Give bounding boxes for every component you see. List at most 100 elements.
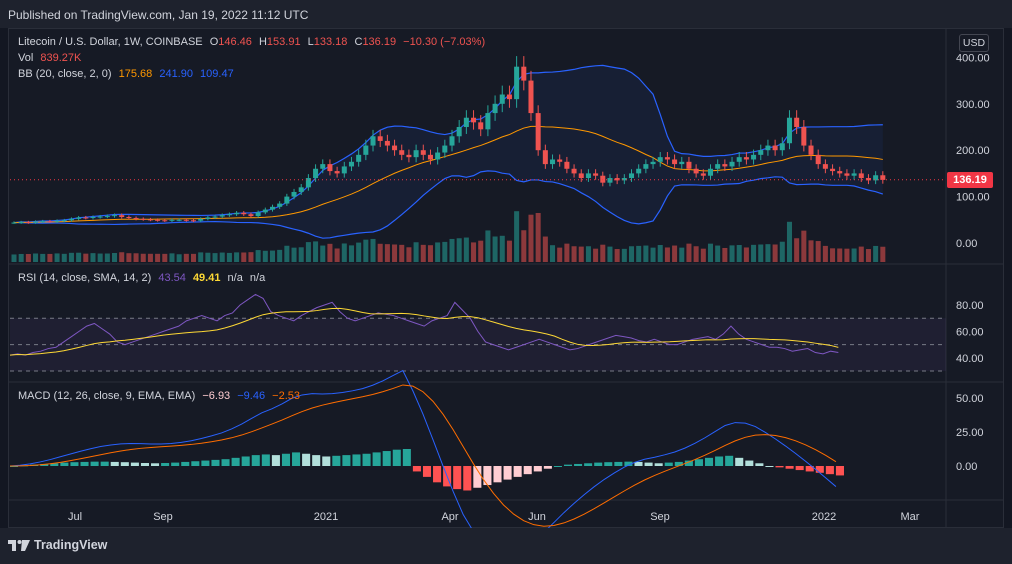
macd-hist-bar: [805, 466, 814, 472]
candle: [212, 216, 218, 218]
volume-bar: [226, 252, 232, 262]
rsi-line: [9, 293, 839, 356]
macd-hist-bar: [292, 452, 301, 466]
macd-hist-bar: [352, 454, 361, 466]
bb-basis-value: 175.68: [118, 68, 153, 80]
price-tick-label: 400.00: [956, 52, 990, 64]
volume-bar: [837, 248, 843, 262]
volume-bar: [262, 250, 268, 262]
macd-hist-bar: [100, 461, 109, 466]
macd-hist-bar: [140, 463, 149, 466]
candle: [18, 222, 24, 224]
volume-bar: [686, 243, 692, 262]
macd-hist-bar: [664, 462, 673, 466]
macd-hist-bar: [433, 466, 442, 483]
macd-hist-bar: [694, 459, 703, 466]
rsi-label[interactable]: RSI (14, close, SMA, 14, 2): [18, 272, 152, 284]
macd-hist-bar: [735, 457, 744, 466]
macd-hist-bar: [60, 462, 69, 466]
macd-hist-bar: [594, 462, 603, 466]
volume-bar: [528, 214, 534, 262]
volume-bar: [435, 242, 441, 262]
macd-hist-bar: [90, 461, 99, 466]
candle: [880, 175, 886, 180]
volume-bar: [413, 242, 419, 262]
volume-bar: [112, 253, 118, 262]
candle: [384, 140, 390, 146]
ohlc-high: 153.91: [266, 36, 301, 48]
time-axis-label: Jul: [68, 511, 82, 523]
macd-hist-bar: [835, 466, 844, 476]
volume-bar: [636, 245, 642, 262]
macd-hist-bar: [171, 462, 180, 466]
volume-bar: [97, 253, 103, 262]
volume-bar: [844, 248, 850, 262]
symbol-title[interactable]: Litecoin / U.S. Dollar, 1W, COINBASE: [18, 36, 203, 48]
candle: [406, 154, 412, 158]
candle: [614, 178, 620, 181]
time-axis-label: Mar: [901, 511, 920, 523]
volume-bar: [341, 243, 347, 262]
tradingview-logo: TradingView: [8, 538, 107, 552]
candle: [585, 173, 591, 179]
macd-label[interactable]: MACD (12, 26, close, 9, EMA, EMA): [18, 390, 196, 402]
volume-bar: [614, 249, 620, 262]
volume-bar: [320, 245, 326, 262]
candle: [808, 145, 814, 155]
macd-hist-bar: [503, 466, 512, 480]
volume-label[interactable]: Vol: [18, 52, 34, 64]
chart-frame[interactable]: [8, 28, 1004, 528]
volume-bar: [693, 246, 699, 262]
macd-hist-bar: [221, 459, 230, 466]
candle: [779, 143, 785, 151]
candle: [97, 216, 103, 218]
volume-bar: [700, 248, 706, 262]
bb-upper-line: [13, 64, 883, 224]
volume-bar: [672, 245, 678, 262]
candle: [672, 159, 678, 165]
volume-bar: [241, 252, 247, 262]
volume-bar: [183, 253, 189, 262]
candle: [550, 159, 556, 165]
price-tick-label: 300.00: [956, 99, 990, 111]
candle: [33, 221, 39, 223]
candle: [226, 214, 232, 216]
volume-bar: [76, 252, 82, 262]
macd-hist-bar: [725, 455, 734, 466]
volume-bar: [542, 236, 548, 262]
candle: [420, 150, 426, 155]
candle: [456, 127, 462, 137]
bb-label[interactable]: BB (20, close, 2, 0): [18, 68, 112, 80]
candle: [528, 80, 534, 114]
candle: [564, 161, 570, 169]
candle: [68, 218, 74, 221]
volume-bar: [169, 253, 175, 262]
macd-hist-bar: [231, 457, 240, 466]
macd-tick-label: 50.00: [956, 393, 984, 405]
volume-bar: [377, 243, 383, 262]
time-axis-label: Jun: [528, 511, 546, 523]
volume-bar: [162, 253, 168, 262]
ohlc-c-label: C: [354, 36, 363, 48]
time-axis-label: 2021: [314, 511, 338, 523]
volume-bar: [607, 246, 613, 262]
volume-bar: [284, 245, 290, 262]
volume-bar: [808, 240, 814, 262]
bb-upper-value: 241.90: [159, 68, 193, 80]
candle: [25, 222, 31, 224]
footer-bar: [0, 528, 1012, 564]
macd-hist-bar: [825, 466, 834, 475]
volume-bar: [729, 245, 735, 262]
currency-button[interactable]: USD: [959, 34, 989, 52]
candle: [758, 150, 764, 155]
macd-hist-bar: [422, 466, 432, 477]
rsi-tick-label: 60.00: [956, 326, 984, 338]
candle: [471, 117, 477, 123]
candle: [535, 113, 541, 151]
macd-hist-bar: [241, 456, 250, 466]
macd-hist-bar: [10, 466, 19, 467]
bb-legend: BB (20, close, 2, 0) 175.68 241.90 109.4…: [18, 68, 234, 80]
ohlc-low: 133.18: [313, 36, 348, 48]
volume-bar: [68, 252, 74, 262]
